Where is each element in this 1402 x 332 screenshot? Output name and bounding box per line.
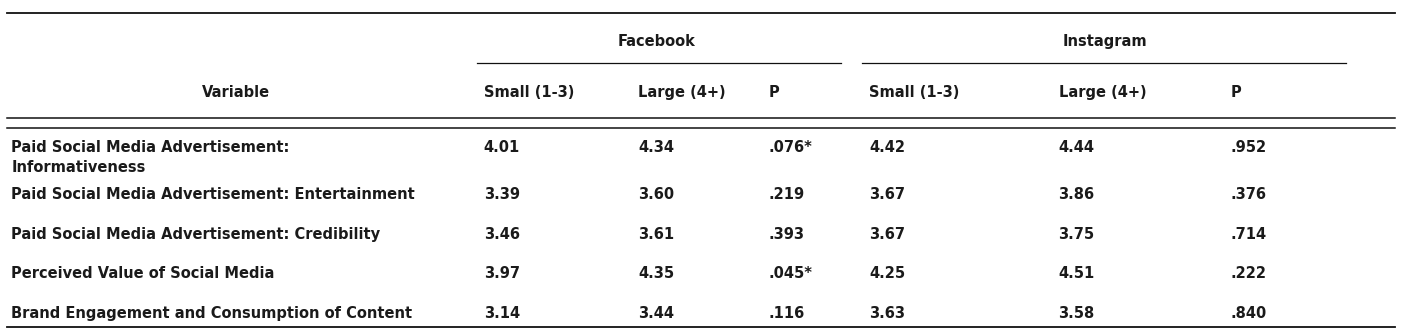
Text: 3.63: 3.63 — [869, 306, 906, 321]
Text: .222: .222 — [1231, 266, 1267, 282]
Text: Large (4+): Large (4+) — [1059, 85, 1147, 101]
Text: Large (4+): Large (4+) — [638, 85, 726, 101]
Text: .714: .714 — [1231, 226, 1267, 242]
Text: 4.25: 4.25 — [869, 266, 906, 282]
Text: .076*: .076* — [768, 140, 812, 155]
Text: Informativeness: Informativeness — [11, 160, 146, 175]
Text: Small (1-3): Small (1-3) — [484, 85, 573, 101]
Text: Paid Social Media Advertisement: Credibility: Paid Social Media Advertisement: Credibi… — [11, 226, 380, 242]
Text: Instagram: Instagram — [1063, 34, 1147, 49]
Text: 3.86: 3.86 — [1059, 187, 1095, 202]
Text: 4.34: 4.34 — [638, 140, 674, 155]
Text: Perceived Value of Social Media: Perceived Value of Social Media — [11, 266, 275, 282]
Text: .952: .952 — [1231, 140, 1267, 155]
Text: 3.97: 3.97 — [484, 266, 520, 282]
Text: .393: .393 — [768, 226, 805, 242]
Text: Facebook: Facebook — [617, 34, 695, 49]
Text: P: P — [768, 85, 780, 101]
Text: P: P — [1231, 85, 1242, 101]
Text: 3.75: 3.75 — [1059, 226, 1095, 242]
Text: 3.67: 3.67 — [869, 226, 906, 242]
Text: 4.42: 4.42 — [869, 140, 906, 155]
Text: 3.39: 3.39 — [484, 187, 520, 202]
Text: 3.58: 3.58 — [1059, 306, 1095, 321]
Text: 3.44: 3.44 — [638, 306, 674, 321]
Text: .219: .219 — [768, 187, 805, 202]
Text: 3.14: 3.14 — [484, 306, 520, 321]
Text: Paid Social Media Advertisement: Entertainment: Paid Social Media Advertisement: Enterta… — [11, 187, 415, 202]
Text: Small (1-3): Small (1-3) — [869, 85, 959, 101]
Text: .840: .840 — [1231, 306, 1267, 321]
Text: .045*: .045* — [768, 266, 812, 282]
Text: Variable: Variable — [202, 85, 269, 101]
Text: Paid Social Media Advertisement:: Paid Social Media Advertisement: — [11, 140, 290, 155]
Text: 4.44: 4.44 — [1059, 140, 1095, 155]
Text: 3.46: 3.46 — [484, 226, 520, 242]
Text: .376: .376 — [1231, 187, 1267, 202]
Text: 3.60: 3.60 — [638, 187, 674, 202]
Text: 3.67: 3.67 — [869, 187, 906, 202]
Text: 4.01: 4.01 — [484, 140, 520, 155]
Text: Brand Engagement and Consumption of Content: Brand Engagement and Consumption of Cont… — [11, 306, 412, 321]
Text: .116: .116 — [768, 306, 805, 321]
Text: 4.51: 4.51 — [1059, 266, 1095, 282]
Text: 4.35: 4.35 — [638, 266, 674, 282]
Text: 3.61: 3.61 — [638, 226, 674, 242]
